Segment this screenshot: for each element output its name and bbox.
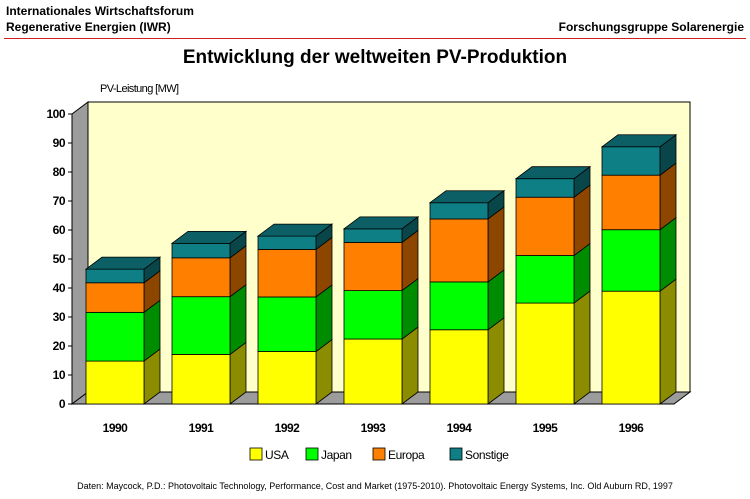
chart-title: Entwicklung der weltweiten PV-Produktion — [182, 47, 568, 68]
bar-segment — [257, 284, 333, 353]
legend-swatch — [305, 447, 319, 461]
bar-segment — [343, 229, 419, 292]
legend-item: USA — [249, 447, 289, 462]
y-tick-label: 0 — [59, 397, 66, 411]
bar-segment — [429, 269, 505, 331]
bar-segment — [85, 348, 161, 405]
bar-segment — [515, 290, 591, 405]
bar-segment — [256, 223, 334, 251]
x-tick-label: 1995 — [533, 421, 559, 435]
bar-segment — [601, 162, 677, 231]
y-tick-label: 40 — [53, 281, 66, 295]
y-tick-label: 100 — [46, 107, 65, 121]
x-tick-label: 1993 — [361, 421, 387, 435]
x-tick-label: 1994 — [447, 421, 473, 435]
legend: USA Japan Europa Sonstige — [249, 447, 510, 462]
legend-item: Sonstige — [449, 447, 510, 462]
bar-segment — [84, 256, 162, 284]
bar-segment — [257, 338, 333, 405]
bar-segment — [171, 245, 247, 298]
y-tick-label: 80 — [53, 165, 66, 179]
bar-segment — [601, 278, 677, 405]
x-axis: 1990 1991 1992 1993 1994 1995 1996 — [103, 421, 645, 435]
bar-segment — [170, 230, 248, 259]
side-wall — [71, 101, 89, 405]
y-tick-label: 70 — [53, 194, 66, 208]
bar-segment — [514, 165, 592, 199]
header-org-line1: Internationales Wirtschaftsforum — [6, 4, 194, 18]
bar-segment — [429, 206, 505, 283]
bar-segment — [428, 189, 506, 220]
legend-label: Europa — [388, 448, 425, 462]
legend-label: Sonstige — [465, 448, 509, 462]
y-axis: 0 10 20 30 40 50 60 70 80 90 100 — [46, 107, 73, 411]
bars — [84, 133, 678, 405]
legend-label: Japan — [321, 448, 352, 462]
bar-segment — [342, 216, 420, 244]
legend-swatch — [372, 447, 386, 461]
y-tick-label: 30 — [53, 310, 66, 324]
header-divider — [4, 38, 746, 39]
header-organization: Internationales Wirtschaftsforum Regener… — [6, 3, 194, 35]
x-tick-label: 1992 — [275, 421, 301, 435]
legend-item: Europa — [372, 447, 425, 462]
data-source-footer: Daten: Maycock, P.D.: Photovoltaic Techn… — [77, 481, 673, 491]
bar-segment — [85, 299, 161, 362]
bar-segment — [343, 277, 419, 340]
y-tick-label: 50 — [53, 252, 66, 266]
bar-segment — [429, 316, 505, 405]
legend-swatch — [249, 447, 263, 461]
legend-swatch — [449, 447, 463, 461]
bar-segment — [85, 269, 161, 314]
x-tick-label: 1996 — [619, 421, 645, 435]
y-tick-label: 10 — [53, 368, 66, 382]
x-tick-label: 1991 — [189, 421, 215, 435]
bar-segment — [601, 216, 677, 292]
y-tick-label: 60 — [53, 223, 66, 237]
bar-segment — [171, 283, 247, 356]
y-tick-label: 90 — [53, 136, 66, 150]
header-research-group: Forschungsgruppe Solarenergie — [558, 20, 744, 34]
x-tick-label: 1990 — [103, 421, 129, 435]
y-tick-label: 20 — [53, 339, 66, 353]
y-axis-title: PV-Leistung [MW] — [100, 83, 179, 95]
bar-segment — [600, 133, 678, 176]
bar-segment — [257, 236, 333, 298]
bar-segment — [515, 242, 591, 304]
header-org-line2: Regenerative Energien (IWR) — [6, 20, 171, 34]
legend-item: Japan — [305, 447, 352, 462]
bar-segment — [171, 341, 247, 405]
legend-label: USA — [265, 448, 289, 462]
